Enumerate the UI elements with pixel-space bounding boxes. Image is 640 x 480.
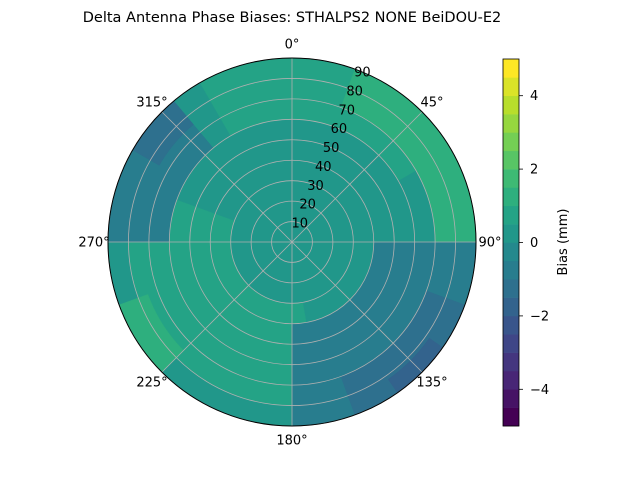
r-tick-label: 10 [292, 217, 309, 232]
theta-grid-line [161, 241, 293, 373]
colorbar-bands [503, 59, 519, 427]
r-tick-label: 40 [315, 160, 332, 175]
theta-tick-label: 0° [285, 38, 300, 53]
colorbar-band [503, 59, 519, 78]
colorbar-tick-label: −2 [530, 309, 549, 324]
colorbar-ticks: −4 −2 0 2 4 [519, 89, 549, 398]
colorbar-band [503, 315, 519, 335]
polar-frame [107, 57, 477, 427]
colorbar-band [503, 242, 519, 262]
chart-title: Delta Antenna Phase Biases: STHALPS2 NON… [83, 10, 502, 26]
colorbar-band [503, 334, 519, 353]
polar-grid [107, 57, 477, 427]
theta-tick-label: 315° [136, 96, 167, 111]
theta-grid-line [161, 111, 293, 243]
colorbar-band [503, 187, 519, 207]
colorbar-tick-label: −4 [530, 383, 549, 398]
colorbar-band [503, 169, 519, 188]
theta-grid-line [291, 241, 423, 373]
theta-tick-label: 45° [420, 96, 443, 111]
colorbar-tick-label: 0 [530, 236, 538, 251]
r-tick-label: 30 [307, 179, 324, 194]
colorbar-tick-label: 4 [530, 89, 538, 104]
r-tick-label: 60 [331, 122, 348, 137]
colorbar-band [503, 95, 519, 115]
colorbar-band [503, 132, 519, 152]
r-tick-label: 90 [354, 66, 371, 81]
theta-tick-label: 270° [78, 236, 109, 251]
theta-tick-label: 90° [478, 236, 501, 251]
colorbar-band [503, 389, 519, 408]
colorbar-band [503, 279, 519, 298]
colorbar-band [503, 114, 519, 133]
theta-tick-label: 180° [276, 434, 307, 449]
r-tick-labels: 10 20 30 40 50 60 70 80 90 [292, 66, 371, 232]
colorbar-band [503, 150, 519, 170]
polar-plot: 0° 45° 90° 135° 180° 225° 270° 315° 10 20 30 40 50 6… [78, 38, 501, 449]
colorbar: −4 −2 0 2 4 Bias (mm) [502, 58, 571, 427]
colorbar-band [503, 297, 519, 317]
theta-tick-label: 135° [416, 376, 447, 391]
colorbar-band [503, 77, 519, 96]
colorbar-band [503, 260, 519, 280]
theta-grid-line [291, 111, 423, 243]
colorbar-band [503, 407, 519, 427]
colorbar-band [503, 370, 519, 390]
r-tick-label: 80 [346, 84, 363, 99]
colorbar-label: Bias (mm) [556, 209, 571, 276]
colorbar-band [503, 224, 519, 243]
r-tick-label: 50 [323, 141, 340, 156]
theta-tick-labels: 0° 45° 90° 135° 180° 225° 270° 315° [78, 38, 501, 449]
theta-tick-label: 225° [136, 376, 167, 391]
r-tick-label: 70 [339, 103, 356, 118]
colorbar-tick-label: 2 [530, 163, 538, 178]
colorbar-band [503, 205, 519, 225]
colorbar-band [503, 352, 519, 372]
r-tick-label: 20 [299, 198, 316, 213]
